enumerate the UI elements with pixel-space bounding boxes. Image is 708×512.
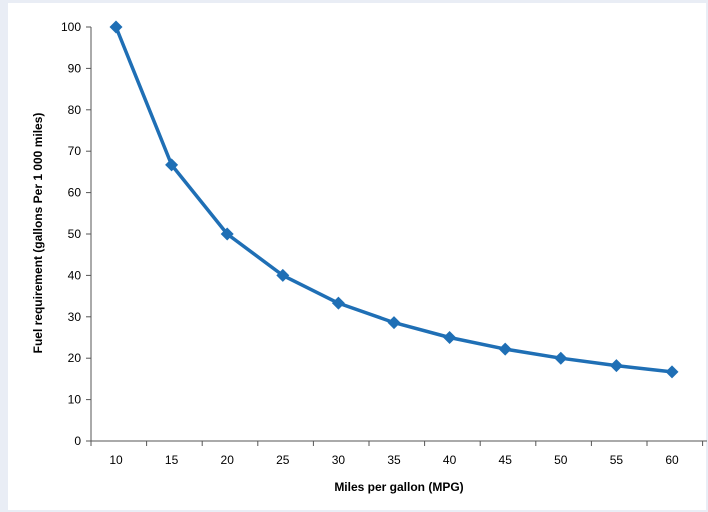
data-point-marker: [498, 342, 512, 356]
y-tick-label: 20: [68, 351, 82, 365]
y-tick-label: 60: [68, 186, 82, 200]
data-point-marker: [220, 227, 234, 241]
x-tick-label: 45: [499, 453, 513, 467]
data-point-marker: [443, 331, 457, 344]
y-tick-label: 50: [68, 227, 82, 241]
y-tick-label: 100: [61, 20, 81, 34]
data-point-marker: [165, 158, 179, 172]
chart-frame: [8, 3, 706, 510]
y-axis: 0 10 20 30 40 50 60 70 80 90 100: [61, 20, 92, 448]
y-tick-label: 40: [68, 268, 82, 282]
x-tick-label: 50: [554, 453, 568, 467]
data-point-marker: [109, 20, 123, 34]
data-point-marker: [665, 365, 679, 379]
data-point-marker: [554, 351, 568, 365]
x-tick-label: 15: [165, 453, 179, 467]
x-tick-label: 40: [443, 453, 457, 467]
y-tick-label: 30: [68, 310, 82, 324]
x-tick-label: 10: [109, 453, 123, 467]
y-tick-label: 0: [74, 434, 81, 448]
y-tick-label: 80: [68, 103, 82, 117]
x-tick-label: 60: [665, 453, 679, 467]
y-tick-label: 90: [68, 61, 82, 75]
data-point-marker: [331, 296, 345, 310]
x-tick-label: 35: [387, 453, 401, 467]
data-point-marker: [387, 316, 401, 330]
y-tick-label: 10: [68, 393, 82, 407]
x-axis-title: Miles per gallon (MPG): [334, 480, 463, 494]
data-point-marker: [276, 268, 290, 282]
y-axis-title: Fuel requirement (gallons Per 1 000 mile…: [31, 113, 45, 354]
data-point-marker: [609, 359, 623, 373]
x-tick-label: 30: [332, 453, 346, 467]
x-tick-label: 20: [221, 453, 235, 467]
series-layer: [109, 20, 679, 379]
x-axis: 10 15 20 25 30 35 40 45 50 55 60: [90, 440, 707, 467]
y-tick-label: 70: [68, 144, 82, 158]
x-tick-label: 25: [276, 453, 290, 467]
x-tick-label: 55: [610, 453, 624, 467]
